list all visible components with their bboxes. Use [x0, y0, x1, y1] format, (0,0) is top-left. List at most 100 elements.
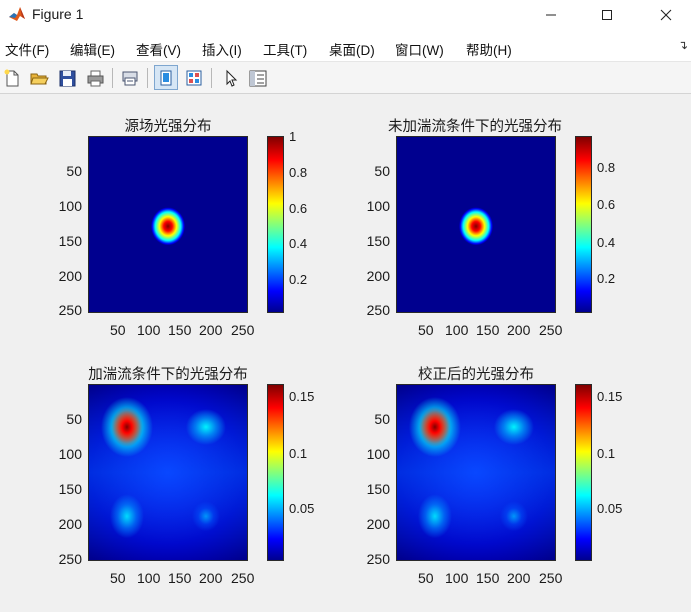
colorbar-tick-label: 0.05	[289, 501, 315, 516]
x-tick-label: 50	[418, 322, 434, 338]
menu-bar: 文件(F) 编辑(E) 查看(V) 插入(I) 工具(T) 桌面(D) 窗口(W…	[0, 30, 691, 62]
menu-edit[interactable]: 编辑(E)	[70, 43, 115, 58]
print-preview-button[interactable]	[118, 65, 142, 90]
menu-file[interactable]: 文件(F)	[5, 43, 50, 58]
y-tick-label: 200	[366, 268, 390, 284]
colorbar	[267, 136, 284, 313]
dock-figure-button[interactable]	[154, 65, 178, 90]
x-tick-label: 200	[199, 570, 223, 586]
heatmap-image	[396, 384, 556, 561]
y-tick-label: 250	[58, 551, 82, 567]
x-tick-label: 150	[476, 570, 500, 586]
y-tick-label: 100	[366, 198, 390, 214]
y-tick-label: 50	[374, 163, 390, 179]
colorbar	[267, 384, 284, 561]
colorbar	[575, 384, 592, 561]
colorbar-tick-label: 0.15	[289, 389, 315, 404]
y-tick-label: 100	[58, 198, 82, 214]
open-folder-icon	[30, 73, 49, 84]
print-button[interactable]	[83, 65, 107, 90]
y-tick-label: 50	[66, 163, 82, 179]
x-tick-label: 250	[539, 322, 563, 338]
new-figure-button[interactable]	[0, 65, 24, 90]
x-tick-label: 250	[231, 322, 255, 338]
toolbar-separator	[211, 68, 212, 88]
heatmap-image	[88, 384, 248, 561]
y-tick-label: 150	[366, 233, 390, 249]
maximize-button[interactable]	[584, 0, 630, 30]
property-editor-icon	[249, 70, 267, 86]
y-tick-label: 50	[66, 411, 82, 427]
colorbar-tick-label: 0.4	[597, 235, 616, 250]
y-tick-label: 250	[366, 302, 390, 318]
menu-insert[interactable]: 插入(I)	[202, 43, 242, 58]
plot-title: 源场光强分布	[124, 119, 212, 135]
y-tick-label: 100	[58, 446, 82, 462]
colorbar-tick-label: 0.15	[597, 389, 623, 404]
colorbar-tick-label: 0.2	[597, 271, 616, 286]
y-tick-label: 50	[374, 411, 390, 427]
figure-canvas: 源场光强分布 50 100 150 200 250 50 100 150 200…	[0, 95, 691, 612]
print-icon	[87, 70, 104, 86]
menu-view[interactable]: 查看(V)	[136, 43, 181, 58]
y-tick-label: 200	[58, 516, 82, 532]
save-button[interactable]	[55, 65, 79, 90]
colorbar-tick-label: 0.8	[597, 160, 616, 175]
title-bar: Figure 1	[0, 0, 691, 30]
window-title: Figure 1	[32, 6, 84, 22]
colorbar-tick-label: 0.05	[597, 501, 623, 516]
close-icon	[660, 9, 672, 21]
property-editor-button[interactable]	[246, 65, 270, 90]
colorbar-tick-label: 0.1	[289, 446, 308, 461]
maximize-icon	[602, 10, 612, 20]
colorbar	[575, 136, 592, 313]
colorbar-tick-label: 0.2	[289, 272, 308, 287]
x-tick-label: 50	[110, 322, 126, 338]
x-tick-label: 150	[168, 570, 192, 586]
link-plot-button[interactable]	[182, 65, 206, 90]
menu-window[interactable]: 窗口(W)	[395, 43, 444, 58]
minimize-button[interactable]	[528, 0, 574, 30]
plot-title: 未加湍流条件下的光强分布	[388, 119, 562, 135]
heatmap-image	[396, 136, 556, 313]
menu-desktop[interactable]: 桌面(D)	[329, 43, 375, 58]
colorbar-tick-label: 1	[289, 129, 297, 144]
x-tick-label: 150	[476, 322, 500, 338]
y-tick-label: 150	[58, 481, 82, 497]
y-tick-label: 250	[366, 551, 390, 567]
menu-tools[interactable]: 工具(T)	[263, 43, 308, 58]
save-icon	[59, 70, 76, 86]
x-tick-label: 50	[418, 570, 434, 586]
menu-help[interactable]: 帮助(H)	[466, 43, 512, 58]
dock-figure-icon	[160, 70, 172, 85]
x-tick-label: 250	[539, 570, 563, 586]
toolbar	[0, 62, 691, 94]
y-tick-label: 150	[58, 233, 82, 249]
x-tick-label: 100	[137, 570, 161, 586]
dock-arrow-icon[interactable]: ↴	[678, 38, 689, 52]
x-tick-label: 150	[168, 322, 192, 338]
matlab-logo-icon	[8, 5, 26, 23]
heatmap-image	[88, 136, 248, 313]
y-tick-label: 200	[58, 268, 82, 284]
pointer-icon	[226, 69, 238, 87]
colorbar-tick-label: 0.8	[289, 165, 308, 180]
edit-plot-button[interactable]	[219, 65, 243, 90]
link-plot-icon	[186, 70, 202, 85]
x-tick-label: 100	[445, 322, 469, 338]
x-tick-label: 200	[507, 570, 531, 586]
x-tick-label: 50	[110, 570, 126, 586]
colorbar-tick-label: 0.4	[289, 236, 308, 251]
print-preview-icon	[122, 71, 138, 85]
x-tick-label: 100	[137, 322, 161, 338]
colorbar-tick-label: 0.6	[597, 197, 616, 212]
colorbar-tick-label: 0.6	[289, 201, 308, 216]
toolbar-separator	[112, 68, 113, 88]
close-button[interactable]	[643, 0, 689, 30]
open-file-button[interactable]	[27, 65, 51, 90]
x-tick-label: 100	[445, 570, 469, 586]
toolbar-separator	[147, 68, 148, 88]
y-tick-label: 200	[366, 516, 390, 532]
new-figure-icon	[4, 69, 19, 86]
plot-title: 加湍流条件下的光强分布	[88, 367, 248, 383]
